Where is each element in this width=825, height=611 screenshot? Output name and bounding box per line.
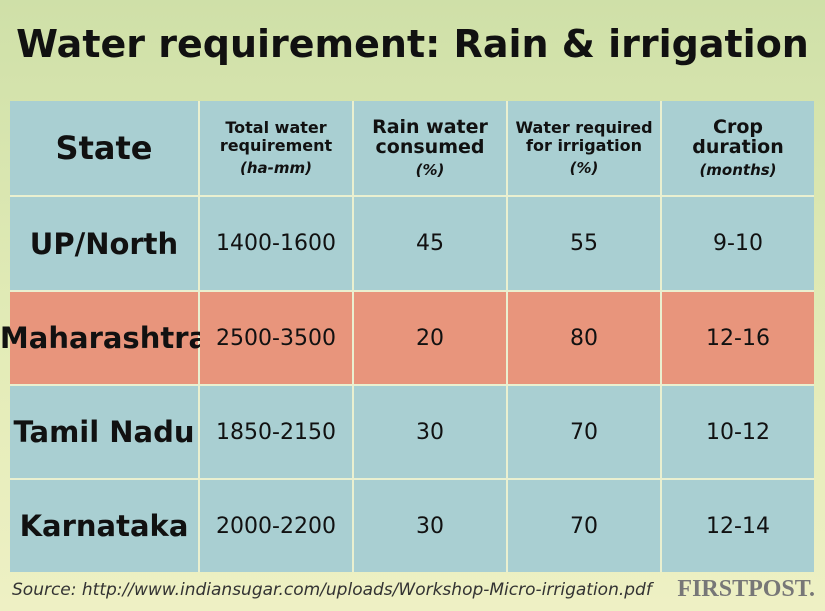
table-cell: 30 — [354, 386, 506, 478]
header-cell: State — [10, 101, 198, 195]
header-cell: Rain water consumed (%) — [354, 101, 506, 195]
cell-value: 2500-3500 — [216, 325, 336, 351]
table-cell: Karnataka — [10, 480, 198, 572]
table-cell: 12-16 — [662, 292, 814, 384]
title: Water requirement: Rain & irrigation — [16, 22, 809, 66]
logo: FIRSTPOST. — [677, 576, 815, 602]
header-name: Total water requirement — [219, 118, 333, 155]
header-unit: (%) — [569, 159, 599, 177]
table-cell: Tamil Nadu — [10, 386, 198, 478]
cell-value: 12-16 — [706, 325, 770, 351]
cell-value: 2000-2200 — [216, 513, 336, 539]
cell-value: 12-14 — [706, 513, 770, 539]
state-name: UP/North — [29, 226, 179, 261]
cell-value: 20 — [416, 325, 444, 351]
table-cell: 12-14 — [662, 480, 814, 572]
state-name: Karnataka — [19, 509, 189, 543]
table-cell: 80 — [508, 292, 660, 384]
table-cell: 10-12 — [662, 386, 814, 478]
state-name: Tamil Nadu — [13, 415, 195, 449]
cell-value: 80 — [570, 325, 598, 351]
table-cell: 1400-1600 — [200, 197, 352, 290]
cell-value: 30 — [416, 419, 444, 445]
header-name: Rain water consumed — [372, 116, 488, 158]
cell-value: 70 — [570, 419, 598, 445]
table-cell: 30 — [354, 480, 506, 572]
table-cell: 20 — [354, 292, 506, 384]
cell-value: 70 — [570, 513, 598, 539]
cell-value: 45 — [416, 231, 444, 256]
table-cell: 70 — [508, 480, 660, 572]
header-unit: (%) — [415, 161, 445, 179]
table-cell: 45 — [354, 197, 506, 290]
table-cell: 2000-2200 — [200, 480, 352, 572]
source: Source: http://www.indiansugar.com/uploa… — [12, 580, 652, 600]
header-name: State — [55, 129, 153, 167]
cell-value: 55 — [570, 231, 598, 256]
table-cell: Maharashtra — [0, 292, 208, 384]
header-unit: (ha-mm) — [240, 159, 312, 177]
table-cell: UP/North — [10, 197, 198, 290]
header-name: Crop duration — [692, 116, 784, 158]
header-name: Water required for irrigation — [515, 118, 653, 155]
cell-value: 10-12 — [706, 419, 770, 445]
table-cell: 9-10 — [662, 197, 814, 290]
table-cell: 70 — [508, 386, 660, 478]
table: State Total water requirement (ha-mm) Rain … — [0, 101, 814, 572]
cell-value: 30 — [416, 513, 444, 539]
cell-value: 1400-1600 — [216, 231, 336, 256]
table-cell: 55 — [508, 197, 660, 290]
cell-value: 1850-2150 — [216, 419, 336, 445]
header-unit: (months) — [699, 161, 777, 179]
header-cell: Total water requirement (ha-mm) — [200, 101, 352, 195]
table-cell: 1850-2150 — [200, 386, 352, 478]
header-cell: Water required for irrigation (%) — [508, 101, 660, 195]
state-name: Maharashtra — [0, 321, 209, 355]
cell-value: 9-10 — [713, 231, 763, 256]
table-cell: 2500-3500 — [200, 292, 352, 384]
header-cell: Crop duration (months) — [662, 101, 814, 195]
